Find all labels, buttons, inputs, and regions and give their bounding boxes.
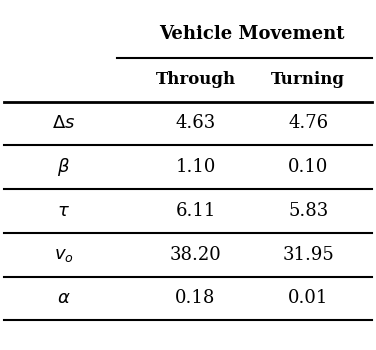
Text: $\beta$: $\beta$ (58, 156, 70, 178)
Text: 0.10: 0.10 (288, 158, 329, 176)
Text: Turning: Turning (271, 71, 345, 88)
Text: $\tau$: $\tau$ (58, 202, 70, 220)
Text: 1.10: 1.10 (175, 158, 216, 176)
Text: $\alpha$: $\alpha$ (57, 289, 71, 307)
Text: 38.20: 38.20 (170, 246, 221, 264)
Text: 5.83: 5.83 (288, 202, 329, 220)
Text: 6.11: 6.11 (175, 202, 216, 220)
Text: $v_o$: $v_o$ (54, 246, 74, 264)
Text: 0.18: 0.18 (175, 289, 216, 307)
Text: 0.01: 0.01 (288, 289, 329, 307)
Text: 4.63: 4.63 (175, 114, 216, 132)
Text: Vehicle Movement: Vehicle Movement (159, 25, 345, 43)
Text: 31.95: 31.95 (282, 246, 334, 264)
Text: $\Delta s$: $\Delta s$ (52, 114, 76, 132)
Text: Through: Through (155, 71, 236, 88)
Text: 4.76: 4.76 (288, 114, 328, 132)
